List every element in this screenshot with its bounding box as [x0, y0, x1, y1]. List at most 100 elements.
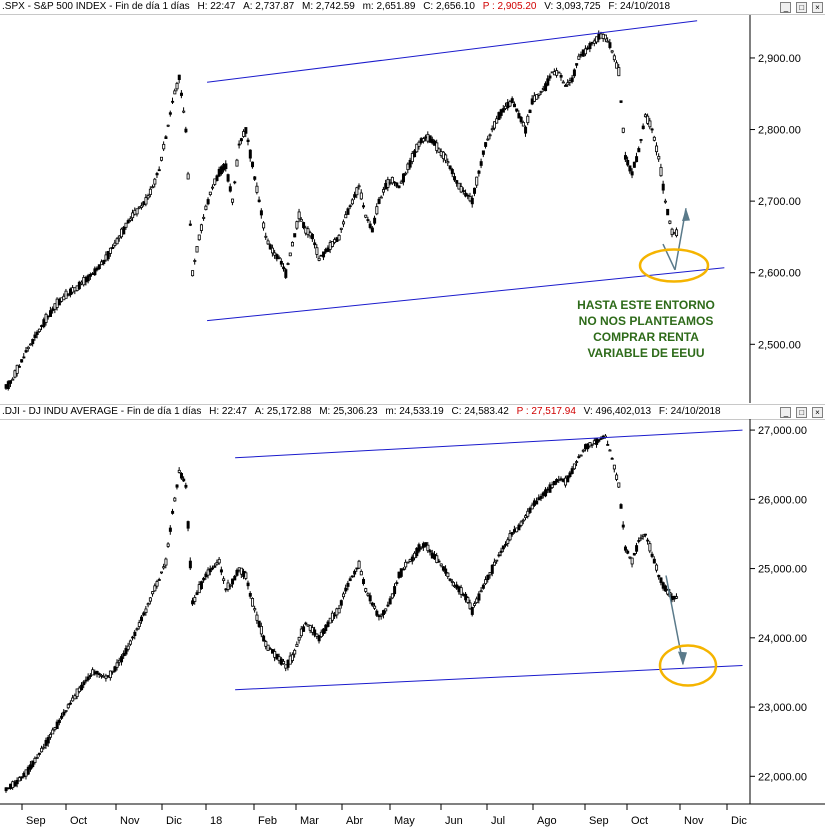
spx-candle-body	[197, 234, 201, 241]
dji-candle-body	[621, 524, 625, 528]
spx-candle-body	[390, 176, 394, 184]
dji-candle-body	[295, 643, 299, 647]
spx-y-tick-label: 2,900.00	[758, 53, 801, 65]
spx-candle-body	[148, 188, 152, 195]
spx-candle-body	[264, 235, 268, 238]
dji-candle-body	[379, 614, 383, 617]
spx-candle-body	[413, 150, 417, 158]
spx-candle-body	[144, 197, 148, 205]
spx-candle-body	[670, 228, 674, 236]
spx-candle-body	[479, 161, 483, 166]
spx-candle-body	[495, 118, 499, 124]
spx-candle-body	[279, 260, 283, 265]
dji-candle-body	[35, 756, 39, 759]
dji-candle-body	[248, 593, 252, 597]
x-tick-label: Oct	[631, 815, 648, 827]
dji-candle-body	[641, 534, 645, 537]
spx-candle-body	[97, 264, 101, 270]
dji-candle-body	[386, 604, 390, 607]
spx-candle-body	[344, 214, 348, 219]
dji-candle-body	[437, 560, 441, 563]
spx-candle-body	[484, 142, 488, 147]
spx-candle-body	[199, 224, 203, 231]
dji-candle-body	[31, 760, 35, 768]
spx-candle-body	[173, 90, 177, 95]
dji-candle-body	[71, 697, 75, 702]
minimize-button[interactable]: _	[780, 2, 792, 13]
spx-candle-body	[546, 78, 550, 86]
x-tick-label: Abr	[346, 815, 363, 827]
spx-candle-body	[637, 148, 641, 153]
close-button[interactable]: ×	[812, 407, 823, 418]
dji-candle-body	[581, 449, 585, 452]
dji-candle-body	[530, 504, 534, 510]
spx-candle-body	[315, 247, 319, 255]
spx-candle-body	[306, 228, 310, 236]
dji-candle-body	[46, 737, 50, 744]
spx-candle-body	[224, 163, 228, 170]
maximize-button[interactable]: □	[796, 407, 808, 418]
dji-candle-body	[575, 461, 579, 463]
spx-candle-body	[639, 139, 643, 141]
spx-candle-body	[615, 62, 619, 69]
dji-candle-body	[404, 561, 408, 568]
dji-candle-body	[490, 564, 494, 574]
dji-candle-body	[350, 575, 354, 578]
dji-candle-body	[73, 695, 77, 700]
spx-candle-body	[470, 197, 474, 205]
spx-volume: V: 3,093,725	[544, 1, 601, 12]
spx-candle-body	[242, 131, 246, 137]
spx-candle-body	[11, 378, 15, 381]
dji-candle-body	[521, 519, 525, 522]
close-button[interactable]: ×	[812, 2, 823, 13]
spx-candle-body	[262, 222, 266, 229]
dji-candle-body	[66, 704, 70, 709]
dji-candle-body	[184, 484, 188, 488]
spx-candle-body	[623, 155, 627, 160]
dji-trendline-lower	[235, 665, 743, 691]
dji-candle-body	[164, 558, 168, 566]
spx-open: A: 2,737.87	[243, 1, 295, 12]
spx-candle-body	[188, 223, 192, 226]
dji-candle-body	[186, 521, 190, 529]
dji-chart: 22,000.00 23,000.00 24,000.00 25,000.00 26,0…	[0, 419, 825, 827]
dji-candle-body	[526, 510, 530, 517]
dji-candle-body	[97, 673, 101, 676]
spx-candle-body	[337, 234, 341, 241]
spx-prev: P : 2,905.20	[482, 1, 537, 12]
spx-candle-body	[417, 141, 421, 147]
spx-candle-body	[577, 55, 581, 60]
dji-candle-body	[146, 603, 150, 606]
dji-candle-body	[368, 595, 372, 602]
dji-candle-body	[231, 578, 235, 585]
spx-candle-body	[86, 275, 90, 282]
minimize-button[interactable]: _	[780, 407, 792, 418]
spx-candle-body	[608, 42, 612, 48]
dji-candle-body	[60, 715, 64, 719]
dji-candle-body	[519, 521, 523, 526]
spx-candle-body	[421, 138, 425, 142]
dji-candle-body	[168, 527, 172, 532]
spx-candle-body	[146, 195, 150, 199]
spx-candle-body	[151, 186, 155, 189]
dji-candle-body	[88, 675, 92, 677]
dji-candle-body	[211, 567, 215, 570]
spx-candle-body	[641, 125, 645, 130]
dji-trendline-upper	[235, 429, 743, 459]
dji-candle-body	[339, 600, 343, 606]
dji-candle-body	[353, 570, 357, 575]
spx-candle-body	[564, 85, 568, 87]
spx-y-tick-label: 2,700.00	[758, 196, 801, 208]
dji-candle-body	[26, 766, 30, 775]
dji-candle-body	[213, 565, 217, 568]
dji-candle-body	[597, 439, 601, 442]
dji-candle-body	[299, 628, 303, 637]
maximize-button[interactable]: □	[796, 2, 808, 13]
spx-candle-body	[357, 185, 361, 188]
spx-candle-body	[619, 100, 623, 103]
spx-candle-body	[377, 198, 381, 204]
dji-candle-body	[577, 456, 581, 459]
spx-candle-body	[37, 328, 41, 332]
x-tick-label: Mar	[300, 815, 319, 827]
dji-candle-body	[675, 596, 679, 599]
